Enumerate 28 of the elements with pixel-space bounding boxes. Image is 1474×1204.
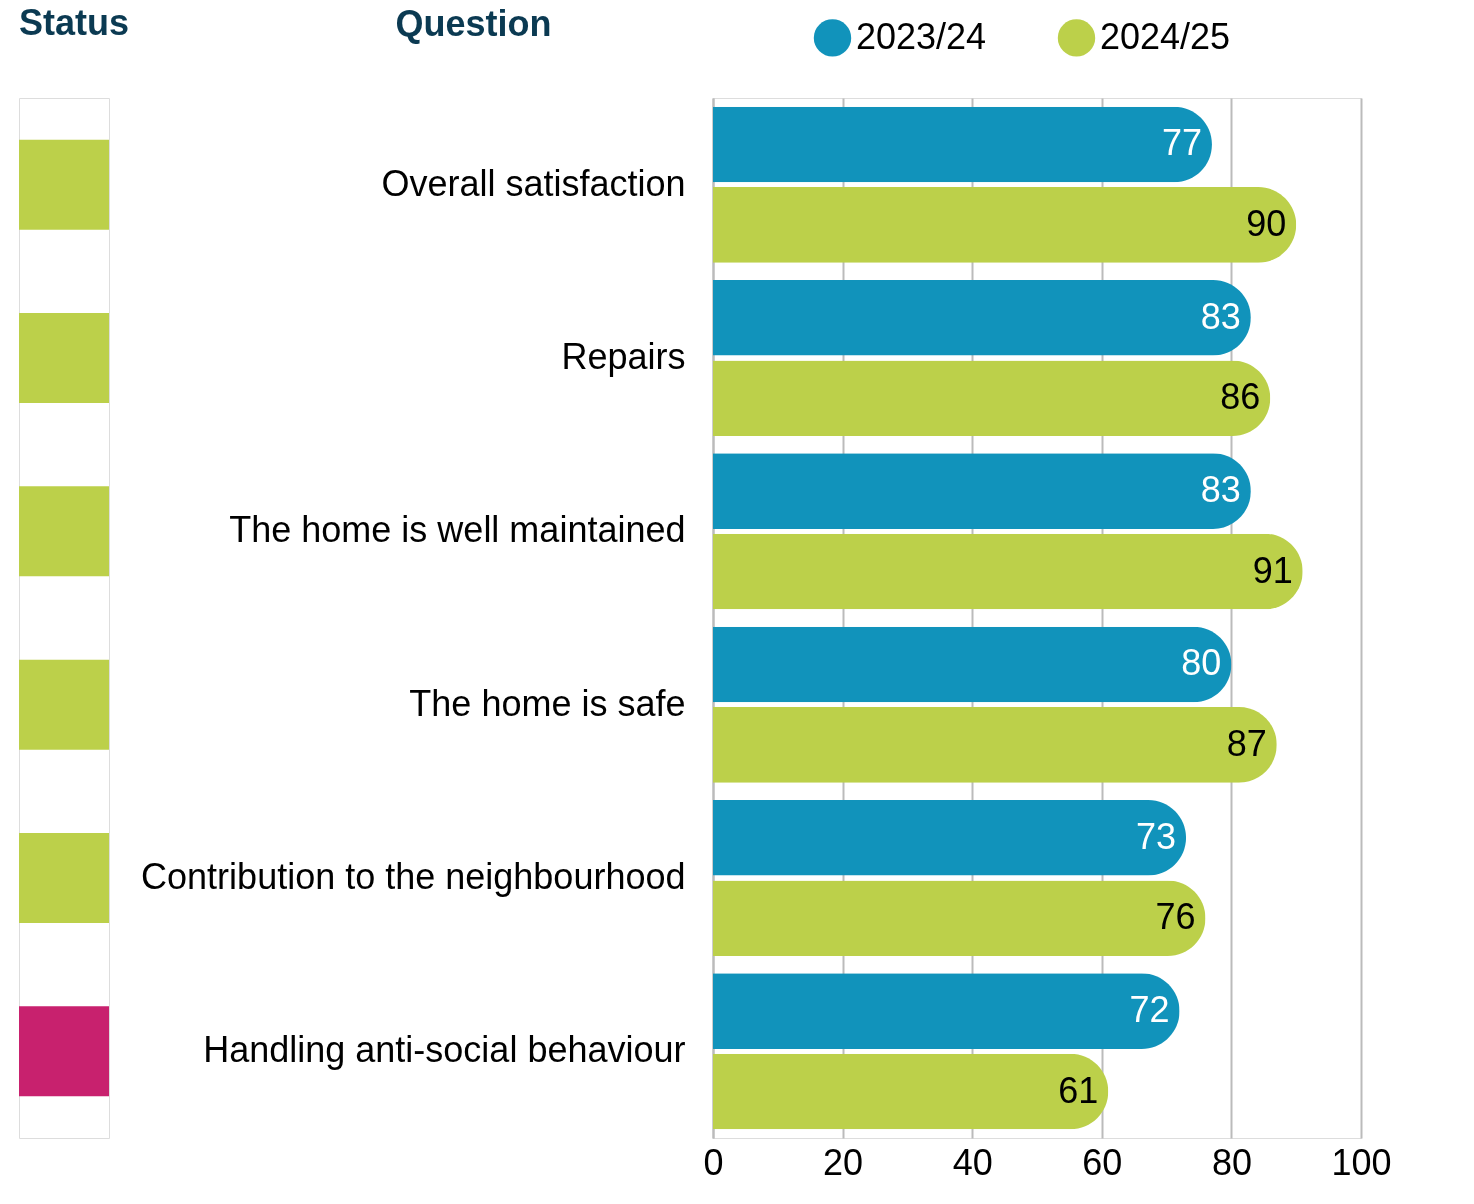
x-tick-label: 100 xyxy=(1331,1141,1392,1183)
y-tick-label: Contribution to the neighbourhood xyxy=(141,856,686,897)
y-tick-label: Overall satisfaction xyxy=(381,162,686,204)
data-label: 80 xyxy=(1181,642,1222,684)
data-label: 73 xyxy=(1135,815,1177,857)
data-label: 76 xyxy=(1155,896,1196,938)
data-label: 91 xyxy=(1252,549,1293,591)
data-label: 87 xyxy=(1226,722,1267,764)
data-label: 77 xyxy=(1161,122,1202,164)
y-tick-label: The home is well maintained xyxy=(229,509,686,551)
legend-label: 2024/25 xyxy=(1100,15,1231,57)
x-tick-label: 0 xyxy=(703,1141,724,1183)
x-tick-label: 40 xyxy=(952,1141,993,1183)
data-label: 83 xyxy=(1200,469,1241,511)
x-tick-label: 20 xyxy=(823,1141,864,1183)
data-label: 83 xyxy=(1200,295,1241,337)
data-label: 90 xyxy=(1246,202,1287,244)
x-tick-label: 80 xyxy=(1211,1141,1252,1183)
y-axis-title: Question xyxy=(395,2,552,44)
x-tick-label: 60 xyxy=(1082,1141,1123,1183)
text: Status xyxy=(19,2,130,43)
legend-label: 2023/24 xyxy=(856,15,987,57)
data-label: 72 xyxy=(1129,989,1170,1031)
y-tick-label: The home is safe xyxy=(409,682,686,724)
y-tick-label: Handling anti-social behaviour xyxy=(203,1029,686,1071)
data-label: 86 xyxy=(1220,376,1261,418)
data-label: 61 xyxy=(1058,1069,1099,1111)
y-tick-label: Repairs xyxy=(561,336,686,377)
